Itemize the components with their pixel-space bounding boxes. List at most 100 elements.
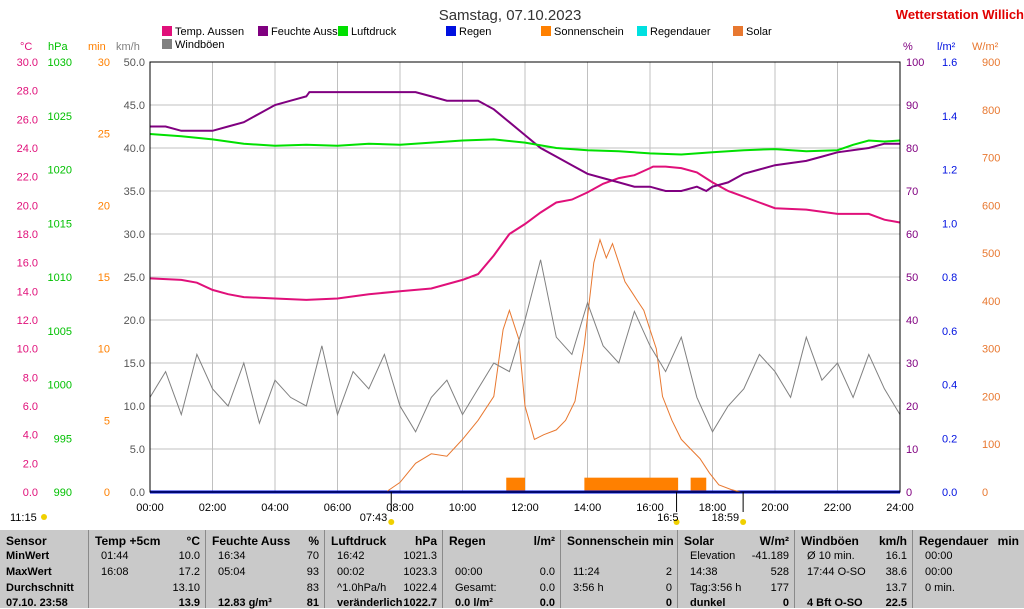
x-tick-label: 04:00 (261, 502, 289, 514)
tick-label-rain: 1.6 (942, 57, 957, 69)
table-column-regendauer: Regendauer min 00:00 00:00 0 min. (912, 530, 1024, 608)
tick-label-solar: 700 (982, 153, 1000, 165)
rain-unit: l/m² (937, 41, 956, 53)
tick-label-sun: 10 (98, 344, 110, 356)
legend-swatch (162, 39, 172, 49)
x-tick-label: 14:00 (574, 502, 602, 514)
table-cell-value: 1021.3 (403, 550, 437, 562)
tick-label-wind: 45.0 (124, 100, 145, 112)
sensor-label: MinWert (6, 550, 50, 562)
table-cell-value: 2 (665, 566, 672, 578)
tick-label-temp: 14.0 (17, 286, 38, 298)
sun-unit: min (88, 41, 106, 53)
legend-swatch (162, 26, 172, 36)
table-cell-value: 10.0 (178, 550, 200, 562)
tick-label-pressure: 1000 (48, 380, 72, 392)
sunshine-bar (584, 477, 679, 492)
series-line-temp (149, 165, 901, 301)
table-cell-value: 93 (306, 566, 319, 578)
weather-chart: Samstag, 07.10.2023 Wetterstation Willic… (10, 7, 1024, 525)
time-markers: 07:43 16:5 18:59 11:15 (10, 492, 747, 525)
tick-label-humidity: 30 (906, 358, 918, 370)
legend-label: Temp. Aussen (175, 26, 244, 38)
pressure-unit: hPa (48, 41, 68, 53)
tick-label-rain: 0.8 (942, 272, 957, 284)
tick-label-humidity: 0 (906, 487, 912, 499)
tick-label-sun: 25 (98, 129, 110, 141)
table-cell-value: 0.0 (539, 582, 555, 594)
tick-label-wind: 40.0 (124, 143, 145, 155)
tick-label-solar: 100 (982, 439, 1000, 451)
x-tick-label: 00:00 (136, 502, 164, 514)
table-cell-value: 0 (665, 597, 672, 609)
tick-label-temp: 16.0 (17, 258, 38, 270)
table-header: Solar (684, 534, 715, 548)
table-cell-value: 0.0 (539, 597, 555, 609)
tick-label-temp: 24.0 (17, 143, 38, 155)
table-header: Luftdruck (331, 534, 387, 548)
table-cell-value: 81 (306, 597, 319, 609)
table-header-unit: km/h (878, 534, 907, 548)
table-cell-value: 13.7 (885, 582, 907, 594)
time-marker-label: 18:59 (712, 512, 740, 524)
x-tick-label: 08:00 (386, 502, 414, 514)
legend-label: Sonnenschein (554, 26, 624, 38)
tick-label-temp: 6.0 (23, 401, 38, 413)
tick-label-humidity: 10 (906, 444, 918, 456)
table-header-unit: l/m² (533, 534, 555, 548)
legend-swatch (541, 26, 551, 36)
table-cell-label: 0.0 l/m² (455, 597, 493, 609)
tick-label-humidity: 20 (906, 401, 918, 413)
x-tick-label: 10:00 (449, 502, 477, 514)
legend-swatch (733, 26, 743, 36)
tick-label-humidity: 50 (906, 272, 918, 284)
tick-label-wind: 5.0 (130, 444, 145, 456)
table-column-feuchte: Feuchte Auss% 16:34 70 05:04 93 83 12.83 g/m³ 8… (205, 530, 325, 609)
tick-label-pressure: 1015 (48, 218, 72, 230)
tick-label-humidity: 60 (906, 229, 918, 241)
x-tick-label: 06:00 (324, 502, 352, 514)
tick-label-temp: 30.0 (17, 57, 38, 69)
table-cell-label: 3:56 h (573, 582, 604, 594)
tick-label-rain: 1.4 (942, 111, 957, 123)
table-column-sensor: Sensor MinWert MaxWert Durchschnitt 07.10. 2… (0, 530, 88, 609)
moon-time: 11:15 (10, 512, 37, 524)
table-header: Feuchte Auss (212, 534, 291, 548)
table-cell-label: 00:00 (925, 566, 953, 578)
tick-label-pressure: 1030 (48, 57, 72, 69)
table-cell-label: ^1.0hPa/h (337, 582, 387, 594)
sunshine-bars (506, 477, 707, 492)
table-column-regen: Regen l/m² 00:00 0.0 Gesamt: 0.0 0.0 l/m² 0.0 (442, 530, 561, 609)
tick-label-pressure: 990 (54, 487, 72, 499)
solar-unit: W/m² (972, 41, 999, 53)
table-header-unit: % (308, 534, 319, 548)
tick-label-temp: 18.0 (17, 229, 38, 241)
tick-label-rain: 0.4 (942, 380, 957, 392)
table-cell-label: 16:08 (101, 566, 129, 578)
table-cell-value: 70 (306, 550, 319, 562)
x-tick-label: 16:00 (636, 502, 664, 514)
tick-label-pressure: 1025 (48, 111, 72, 123)
table-header-unit: °C (186, 534, 200, 548)
tick-label-rain: 0.2 (942, 433, 957, 445)
chart-title: Samstag, 07.10.2023 (439, 7, 582, 24)
tick-label-solar: 0 (982, 487, 988, 499)
tick-label-solar: 400 (982, 296, 1000, 308)
sun-icon (388, 519, 395, 525)
x-tick-label: 12:00 (511, 502, 539, 514)
sunshine-bar (506, 477, 525, 492)
table-header: Sonnenschein min (567, 534, 674, 548)
tick-label-temp: 26.0 (17, 114, 38, 126)
table-cell-label: 01:44 (101, 550, 129, 562)
tick-label-solar: 600 (982, 200, 1000, 212)
table-cell-value: 83 (306, 582, 319, 594)
time-marker-label: 16:5 (657, 512, 678, 524)
table-cell-label: 00:02 (337, 566, 365, 578)
table-cell-label: 00:00 (455, 566, 483, 578)
table-cell-value: 16.1 (885, 550, 907, 562)
table-header: Sensor (6, 534, 47, 548)
station-name: Wetterstation Willich (896, 7, 1024, 22)
plot-frame (149, 61, 901, 493)
table-cell-value: 528 (770, 566, 789, 578)
tick-label-temp: 20.0 (17, 200, 38, 212)
